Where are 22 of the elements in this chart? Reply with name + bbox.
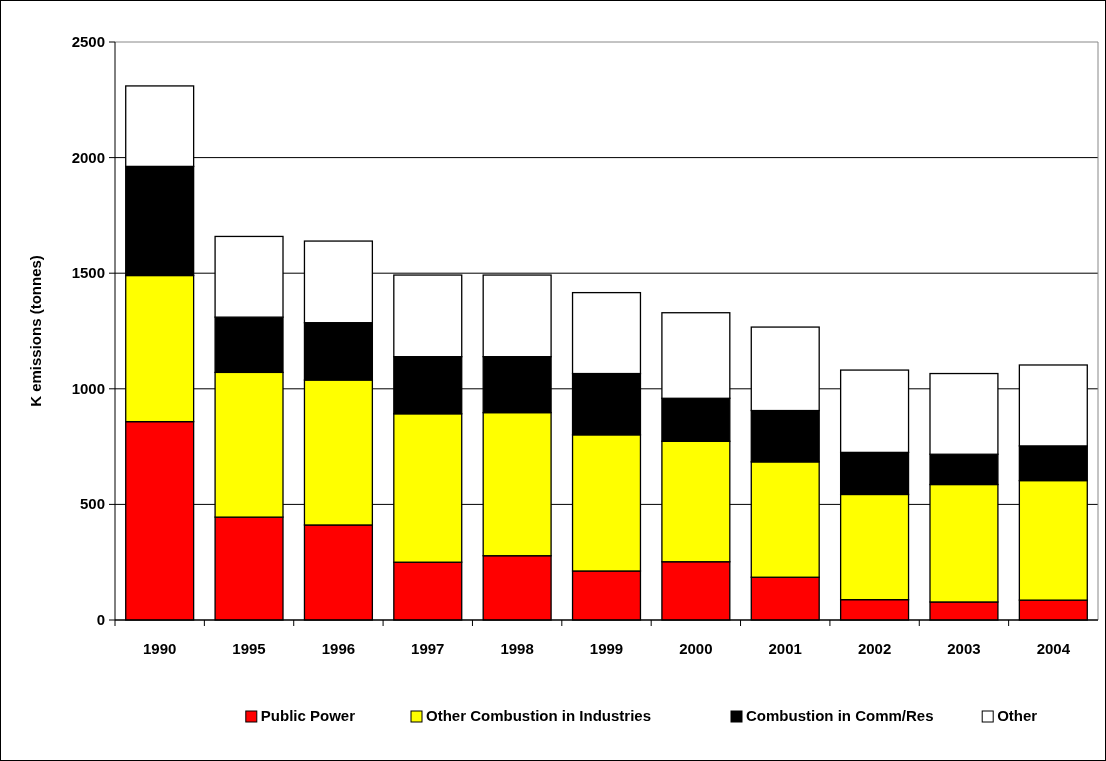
x-tick-label: 2003 (947, 640, 981, 657)
x-tick-label: 2002 (857, 640, 892, 657)
x-tick-label: 1990 (142, 640, 177, 657)
legend-label: Combustion in Comm/Res (746, 707, 934, 724)
x-tick-label: 1996 (321, 640, 356, 657)
legend-label: Other Combustion in Industries (426, 707, 652, 724)
y-tick-label: 2500 (71, 33, 105, 50)
y-axis-title: K emissions (tonnes) (27, 255, 44, 407)
legend-label: Public Power (260, 707, 356, 724)
x-tick-label: 1998 (500, 640, 534, 657)
x-tick-label: 1997 (411, 640, 445, 657)
x-tick-label: 1995 (232, 640, 266, 657)
y-tick-label: 1500 (71, 264, 105, 282)
x-tick-label: 2004 (1036, 640, 1071, 657)
x-tick-label: 2000 (679, 640, 713, 657)
y-tick-label: 1000 (71, 379, 105, 397)
y-tick-label: 2000 (71, 148, 105, 166)
x-tick-label: 1999 (589, 640, 624, 657)
y-tick-label: 500 (79, 495, 105, 513)
x-tick-label: 2001 (768, 640, 802, 657)
y-tick-label: 0 (96, 611, 105, 628)
legend-label: Other (997, 707, 1038, 724)
